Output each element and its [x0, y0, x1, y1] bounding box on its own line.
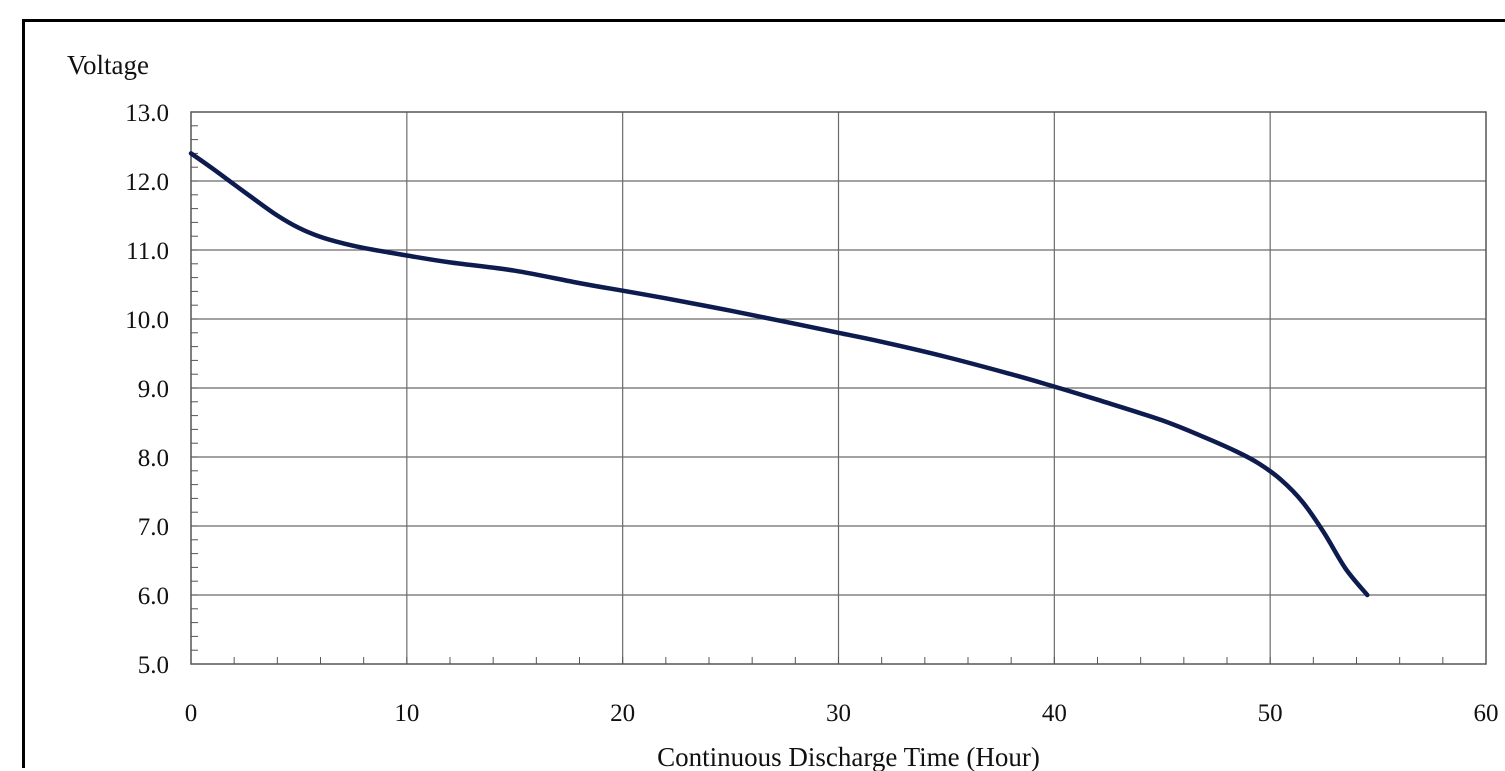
- y-tick-label: 12.0: [125, 169, 169, 196]
- discharge-chart: 5.0 6.0 7.0 8.0 9.0 10.0 11.0 12.0 13.0 0 10 20 30 4…: [67, 50, 1499, 771]
- x-tick-label: 0: [185, 700, 198, 727]
- y-tick-label: 6.0: [138, 583, 169, 610]
- y-tick-label: 5.0: [138, 652, 169, 679]
- x-tick-label: 30: [826, 700, 851, 727]
- grid-layer: [191, 112, 1486, 664]
- x-tick-label: 40: [1042, 700, 1067, 727]
- voltage-curve: [188, 151, 1370, 598]
- chart-frame: 5.0 6.0 7.0 8.0 9.0 10.0 11.0 12.0 13.0 0 10 20 30 4…: [22, 19, 1505, 771]
- x-tick-label: 20: [610, 700, 635, 727]
- x-tick-label: 10: [394, 700, 419, 727]
- x-tick-label: 50: [1258, 700, 1283, 727]
- x-tick-labels: 0 10 20 30 40 50 60: [185, 700, 1499, 727]
- y-tick-label: 8.0: [138, 445, 169, 472]
- y-tick-labels: 5.0 6.0 7.0 8.0 9.0 10.0 11.0 12.0 13.0: [125, 100, 169, 679]
- y-tick-label: 9.0: [138, 376, 169, 403]
- series-layer: [188, 151, 1370, 598]
- y-tick-label: 11.0: [126, 238, 169, 265]
- y-tick-label: 13.0: [125, 100, 169, 127]
- x-tick-label: 60: [1474, 700, 1499, 727]
- x-axis-title: Continuous Discharge Time (Hour): [657, 742, 1040, 771]
- plot-area-border: [190, 111, 1487, 665]
- y-axis-title: Voltage: [67, 50, 149, 80]
- y-tick-label: 7.0: [138, 514, 169, 541]
- y-tick-label: 10.0: [125, 307, 169, 334]
